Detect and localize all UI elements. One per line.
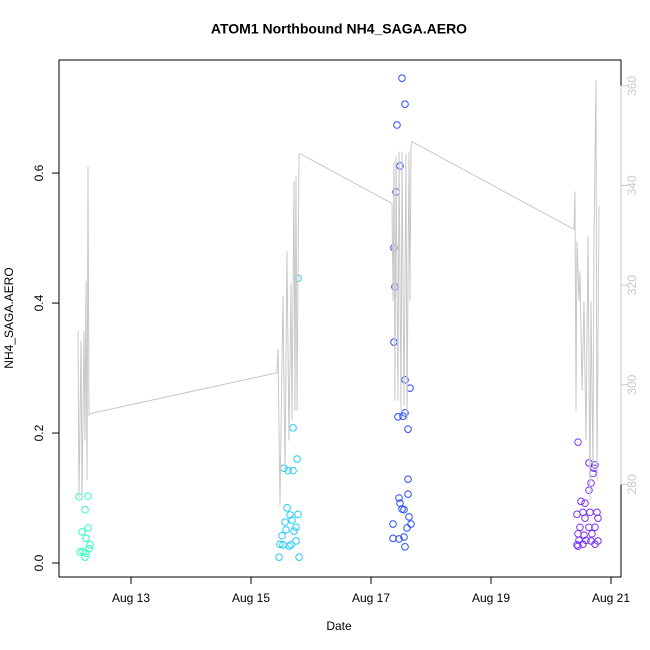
- scatter-point: [591, 523, 599, 532]
- scatter-point: [581, 499, 589, 508]
- scatter-point: [282, 526, 290, 534]
- scatter-point: [286, 511, 294, 519]
- scatter-point: [577, 497, 585, 506]
- scatter-point: [585, 523, 593, 532]
- scatter-point: [401, 375, 409, 384]
- scatter-point: [292, 537, 300, 545]
- scatter-point: [401, 542, 409, 551]
- scatter-point: [401, 100, 409, 108]
- line-series: [77, 79, 600, 506]
- scatter-point: [400, 533, 408, 541]
- scatter-point: [290, 527, 298, 535]
- scatter-point: [576, 523, 584, 532]
- x-axis-label: Date: [326, 619, 352, 633]
- scatter-point: [285, 542, 293, 550]
- y-tick-label: 0.2: [32, 424, 46, 441]
- scatter-point: [86, 541, 94, 549]
- scatter-point: [292, 523, 300, 532]
- x-tick-label: Aug 13: [112, 591, 150, 605]
- scatter-point: [295, 553, 303, 561]
- scatter-point: [594, 514, 602, 522]
- scatter-point: [389, 534, 397, 543]
- scatter-point: [287, 541, 295, 549]
- scatter-point: [283, 503, 291, 512]
- scatter-point: [276, 540, 284, 548]
- scatter-point: [404, 475, 412, 483]
- y2-tick-label: 360: [625, 76, 639, 96]
- scatter-point: [393, 121, 401, 129]
- scatter-point: [574, 438, 582, 446]
- y-tick-label: 0.4: [32, 294, 46, 311]
- x-tick-label: Aug 21: [592, 591, 630, 605]
- chart-title: ATOM1 Northbound NH4_SAGA.AERO: [211, 21, 467, 37]
- scatter-point: [278, 531, 286, 540]
- scatter-point: [84, 492, 92, 500]
- scatter-point: [407, 520, 415, 528]
- scatter-point: [585, 486, 593, 495]
- scatter-point: [579, 540, 587, 548]
- scatter-point: [573, 541, 581, 549]
- scatter-point: [580, 531, 588, 539]
- scatter-point: [395, 494, 403, 502]
- scatter-point: [289, 424, 297, 432]
- scatter-point: [587, 479, 595, 487]
- scatter-point: [293, 455, 301, 463]
- scatter-point: [389, 520, 397, 528]
- scatter-point: [288, 516, 296, 524]
- scatter-point: [284, 466, 292, 475]
- y2-tick-label: 320: [625, 275, 639, 295]
- scatter-point: [82, 534, 90, 543]
- scatter-point: [396, 162, 404, 170]
- scatter-point: [289, 466, 297, 475]
- scatter-point: [398, 74, 406, 82]
- scatter-point: [591, 461, 599, 469]
- scatter-point: [281, 518, 289, 526]
- scatter-point: [81, 505, 89, 514]
- y-tick-label: 0.6: [32, 164, 46, 181]
- x-tick-label: Aug 15: [232, 591, 270, 605]
- y2-tick-label: 300: [625, 374, 639, 394]
- y-tick-label: 0.0: [32, 554, 46, 571]
- scatter-point: [591, 540, 599, 548]
- scatter-point: [275, 553, 283, 561]
- scatter-point: [78, 528, 86, 536]
- scatter-point: [593, 508, 601, 517]
- scatter-point: [399, 412, 407, 420]
- scatter-point: [394, 412, 402, 421]
- plot-box: [58, 59, 622, 578]
- scatter-point: [400, 505, 408, 514]
- scatter-point: [81, 553, 89, 561]
- scatter-point: [588, 529, 596, 538]
- scatter-point: [581, 514, 589, 522]
- scatter-point: [84, 524, 92, 532]
- scatter-point: [403, 524, 411, 532]
- scatter-point: [404, 490, 412, 498]
- x-tick-label: Aug 19: [472, 591, 510, 605]
- scatter-point: [294, 510, 302, 519]
- scatter-point: [395, 535, 403, 543]
- y2-tick-label: 280: [625, 474, 639, 494]
- x-tick-label: Aug 17: [352, 591, 390, 605]
- scatter-point: [405, 513, 413, 521]
- scatter-point: [574, 529, 582, 538]
- scatter-point: [85, 544, 93, 553]
- scatter-point: [404, 425, 412, 433]
- scatter-point: [390, 338, 398, 346]
- y-axis-label: NH4_SAGA.AERO: [2, 267, 16, 368]
- scatter-point: [586, 508, 594, 517]
- y2-tick-label: 340: [625, 175, 639, 195]
- scatter-point: [574, 542, 582, 550]
